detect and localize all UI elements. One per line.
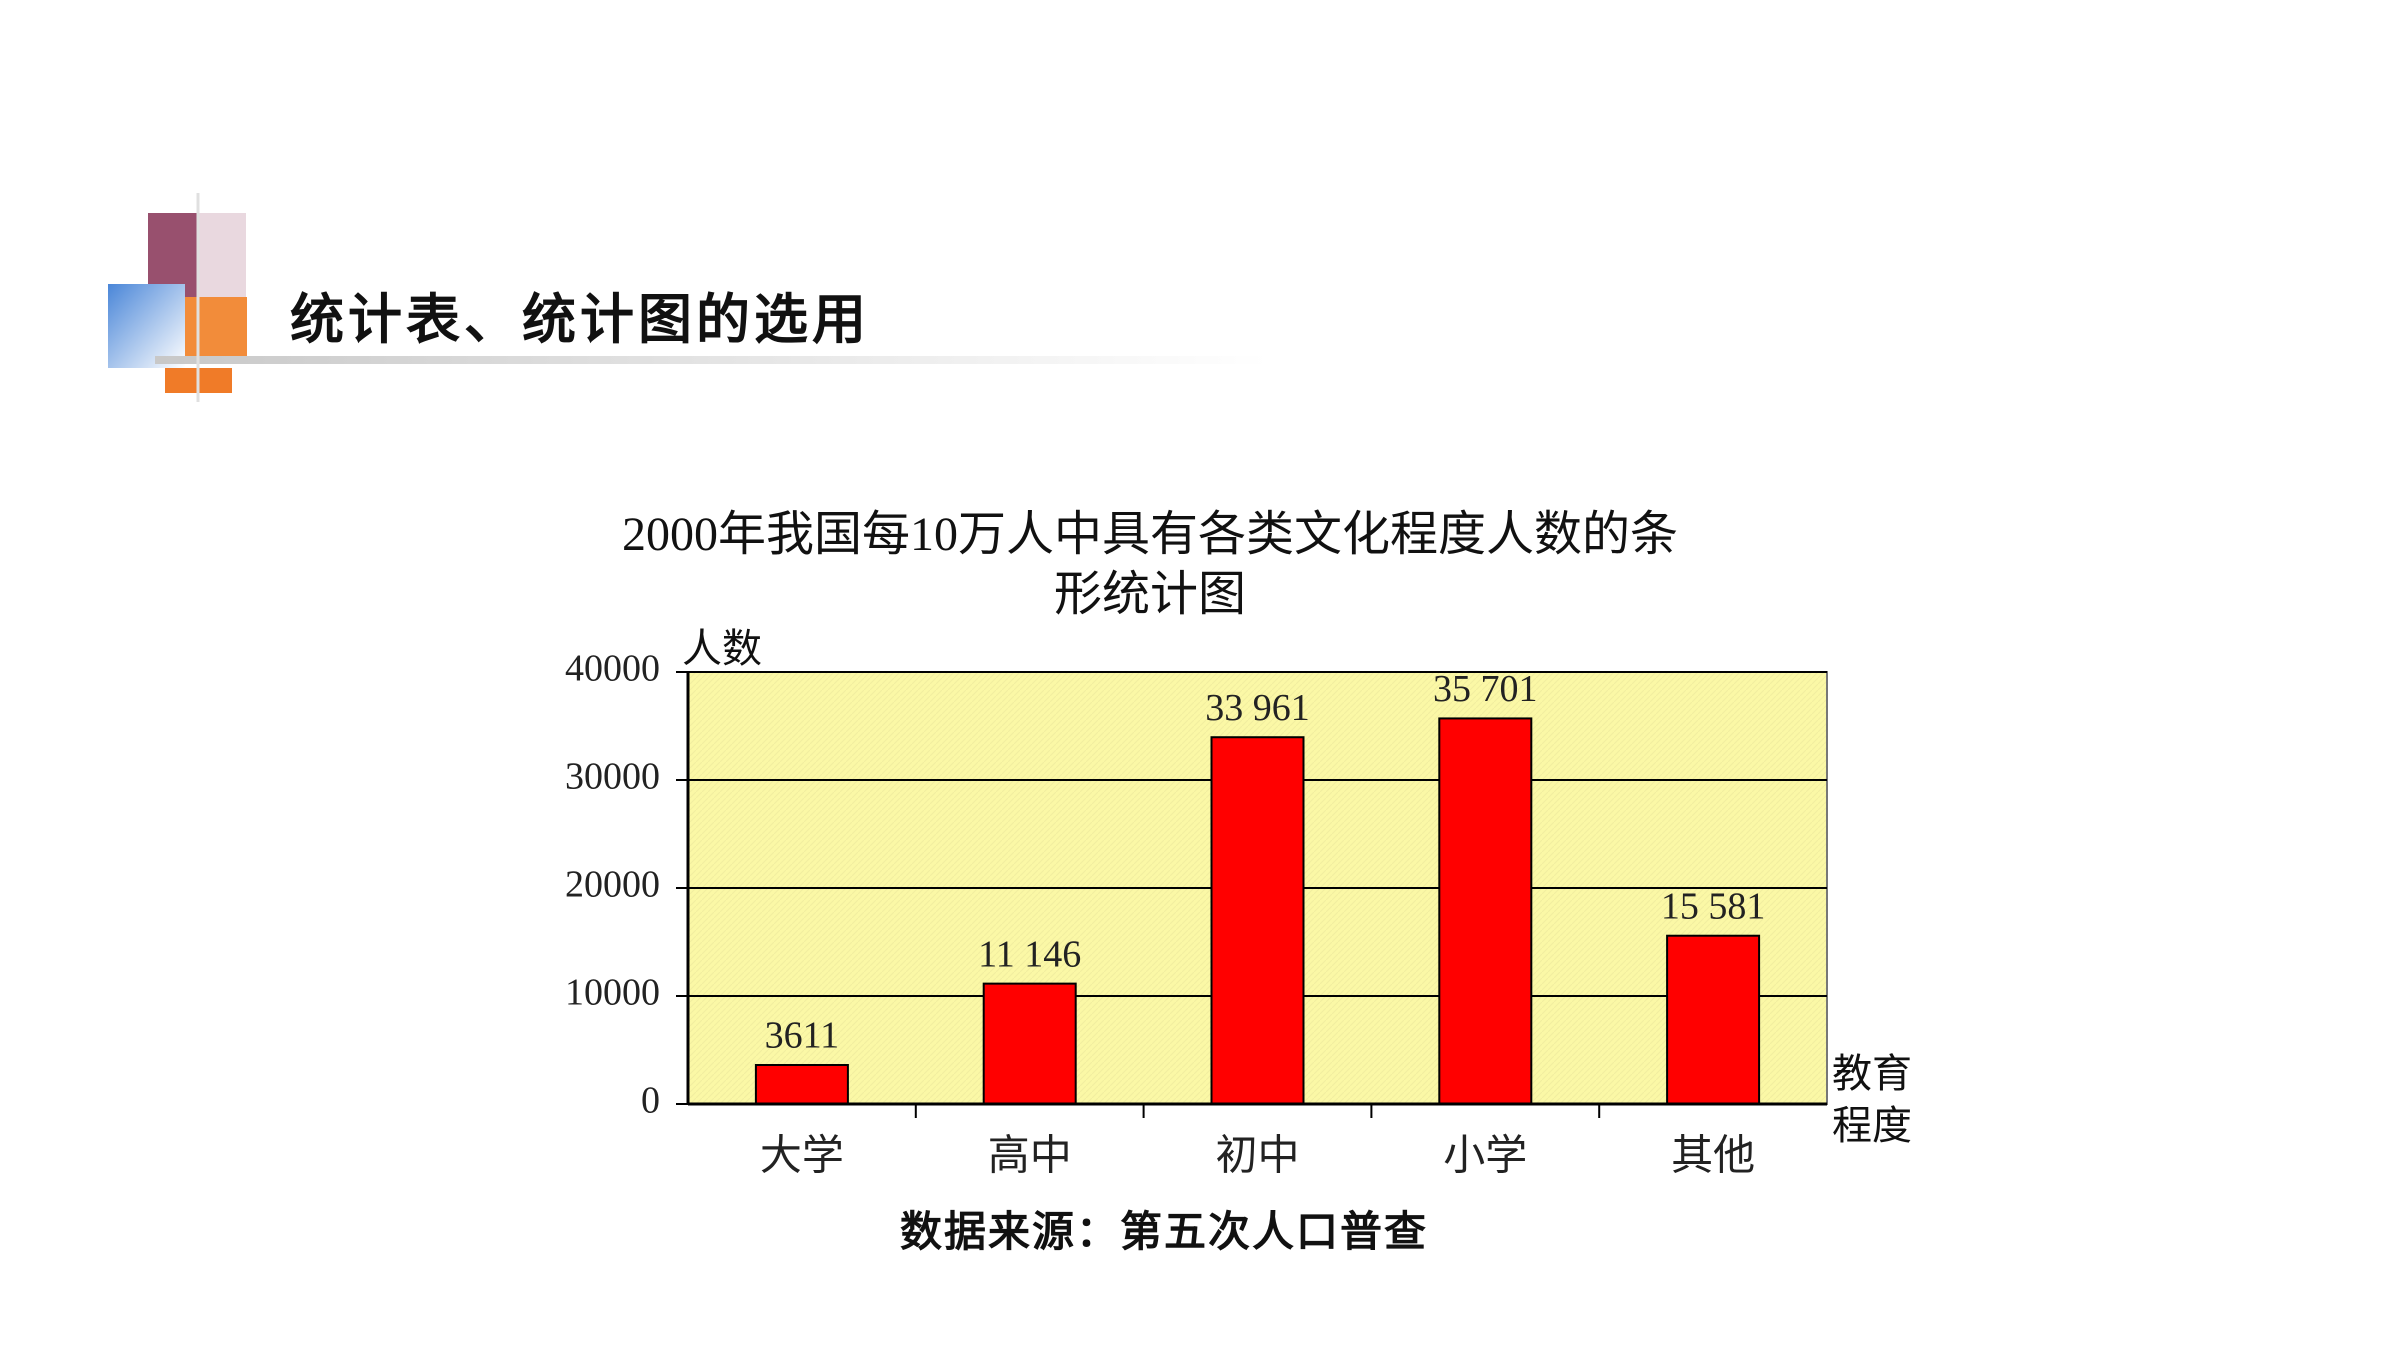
bar — [1210, 736, 1305, 1105]
x-tick-label: 其他 — [1671, 1134, 1755, 1180]
x-tick-label: 小学 — [1443, 1133, 1527, 1180]
bar — [1438, 717, 1533, 1105]
bar — [982, 982, 1077, 1106]
data-label: 33 961 — [1205, 687, 1310, 729]
x-tick-label: 大学 — [760, 1133, 844, 1180]
y-tick-label: 20000 — [565, 864, 660, 906]
bar — [1666, 934, 1761, 1106]
y-tick-label: 30000 — [565, 756, 660, 798]
data-label: 15 581 — [1661, 885, 1766, 927]
decoration — [108, 193, 1268, 402]
x-tick-label: 高中 — [988, 1134, 1072, 1180]
x-axis-label: 教育程度 — [1832, 1051, 1912, 1148]
data-label: 35 701 — [1433, 668, 1538, 710]
x-tick-label: 初中 — [1215, 1134, 1299, 1180]
y-tick-label: 0 — [641, 1080, 660, 1122]
data-label: 3611 — [765, 1015, 840, 1057]
data-label: 11 146 — [978, 933, 1081, 975]
source-note: 数据来源：第五次人口普查 — [900, 1210, 1429, 1256]
chart-title: 2000年我国每10万人中具有各类文化程度人数的条形统计图 — [621, 508, 1678, 621]
y-tick-label: 40000 — [565, 648, 660, 690]
y-axis-label: 人数 — [682, 626, 762, 671]
slide-title: 统计表、统计图的选用 — [290, 290, 870, 350]
y-tick-label: 10000 — [565, 972, 660, 1014]
bar — [754, 1064, 849, 1106]
